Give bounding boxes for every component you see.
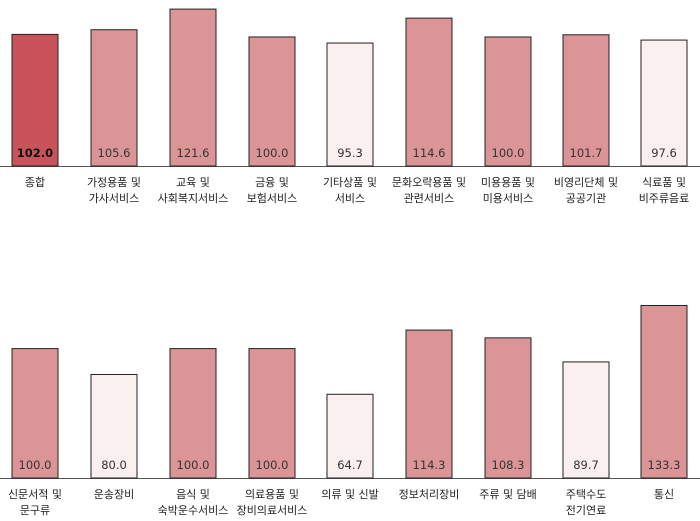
- category-label: 주류 및 담배: [479, 488, 537, 501]
- data-label: 121.6: [177, 146, 210, 160]
- category-label: 의료용품 및 장비의료서비스: [237, 488, 308, 517]
- chart-panel-top: 102.0 종합 105.6 가정용품 및 가사서비스 121.6 교육 및 사회복지서비스 1…: [0, 8, 700, 205]
- bar: [484, 36, 532, 167]
- data-label: 80.0: [101, 458, 127, 472]
- bar: [11, 348, 59, 479]
- bar: [90, 29, 138, 167]
- category-label: 의류 및 신발: [321, 488, 379, 501]
- bar: [562, 34, 610, 167]
- bar: [11, 33, 59, 167]
- category-label: 신문서적 및 문구류: [8, 488, 62, 517]
- data-label: 101.7: [570, 146, 603, 160]
- data-label: 64.7: [337, 458, 363, 472]
- category-label: 음식 및 숙박운수서비스: [158, 488, 229, 517]
- category-label: 교육 및 사회복지서비스: [158, 176, 229, 205]
- bar: [169, 8, 217, 167]
- bar: [90, 373, 138, 479]
- bar: [640, 39, 688, 167]
- data-label: 95.3: [337, 146, 363, 160]
- bar: [405, 329, 453, 479]
- data-label: 100.0: [19, 458, 52, 472]
- bar: [248, 36, 296, 167]
- category-label: 기타상품 및 서비스: [323, 176, 377, 205]
- bar: [169, 348, 217, 479]
- category-label: 금융 및 보험서비스: [247, 176, 298, 205]
- category-label: 가정용품 및 가사서비스: [87, 176, 141, 205]
- chart-panel-bottom: 100.0 신문서적 및 문구류 80.0 운송장비 100.0 음식 및 숙박운수서비스 10…: [0, 304, 700, 517]
- bar: [405, 17, 453, 167]
- category-label: 문화오락용품 및 관련서비스: [392, 176, 466, 205]
- data-label: 100.0: [256, 146, 289, 160]
- data-label: 133.3: [648, 458, 681, 472]
- category-label: 통신: [654, 488, 674, 501]
- data-label: 89.7: [573, 458, 599, 472]
- data-label: 114.6: [413, 146, 446, 160]
- category-label: 운송장비: [94, 488, 134, 501]
- category-label: 주택수도 전기연료: [566, 488, 606, 517]
- bar: [484, 337, 532, 479]
- bar: [248, 348, 296, 479]
- bar: [326, 42, 374, 167]
- data-label: 108.3: [492, 458, 525, 472]
- data-label: 100.0: [177, 458, 210, 472]
- category-label: 종합: [25, 176, 45, 189]
- category-label: 식료품 및 비주류음료: [639, 176, 690, 205]
- data-label: 114.3: [413, 458, 446, 472]
- category-label: 정보처리장비: [399, 488, 460, 501]
- category-label: 비영리단체 및 공공기관: [554, 176, 618, 205]
- data-label: 105.6: [98, 146, 131, 160]
- data-label: 97.6: [651, 146, 677, 160]
- data-label: 100.0: [256, 458, 289, 472]
- category-label: 미용용품 및 미용서비스: [481, 176, 535, 205]
- bar: [640, 304, 688, 479]
- data-label: 100.0: [492, 146, 525, 160]
- data-label: 102.0: [17, 146, 53, 160]
- bar: [326, 393, 374, 479]
- bar: [562, 361, 610, 479]
